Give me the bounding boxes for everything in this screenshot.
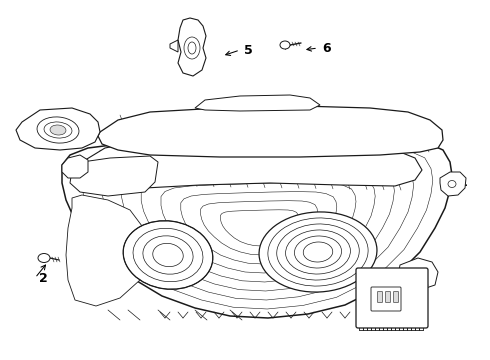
Polygon shape xyxy=(16,108,100,150)
FancyBboxPatch shape xyxy=(386,292,391,302)
Polygon shape xyxy=(62,137,452,318)
Ellipse shape xyxy=(280,41,290,49)
Ellipse shape xyxy=(188,42,196,54)
Polygon shape xyxy=(62,155,88,178)
Polygon shape xyxy=(178,18,206,76)
Polygon shape xyxy=(66,195,148,306)
Ellipse shape xyxy=(50,125,66,135)
Polygon shape xyxy=(80,138,422,192)
FancyBboxPatch shape xyxy=(393,292,398,302)
Text: 4: 4 xyxy=(419,279,428,292)
Polygon shape xyxy=(98,106,443,157)
FancyBboxPatch shape xyxy=(371,287,401,311)
Ellipse shape xyxy=(259,212,377,292)
Polygon shape xyxy=(440,172,466,196)
Ellipse shape xyxy=(37,117,79,143)
Polygon shape xyxy=(70,156,158,196)
Polygon shape xyxy=(195,95,320,111)
FancyBboxPatch shape xyxy=(377,292,383,302)
Text: 5: 5 xyxy=(244,44,253,57)
FancyBboxPatch shape xyxy=(356,268,428,328)
Text: 7: 7 xyxy=(399,141,408,154)
Ellipse shape xyxy=(262,145,268,150)
Text: 6: 6 xyxy=(322,41,331,54)
Polygon shape xyxy=(398,258,438,290)
Ellipse shape xyxy=(44,122,72,138)
Ellipse shape xyxy=(38,253,50,262)
Text: 2: 2 xyxy=(39,271,48,284)
Ellipse shape xyxy=(123,221,213,289)
Text: 3: 3 xyxy=(119,122,127,135)
Polygon shape xyxy=(170,40,178,52)
Text: 1: 1 xyxy=(459,176,468,189)
Ellipse shape xyxy=(259,143,271,153)
